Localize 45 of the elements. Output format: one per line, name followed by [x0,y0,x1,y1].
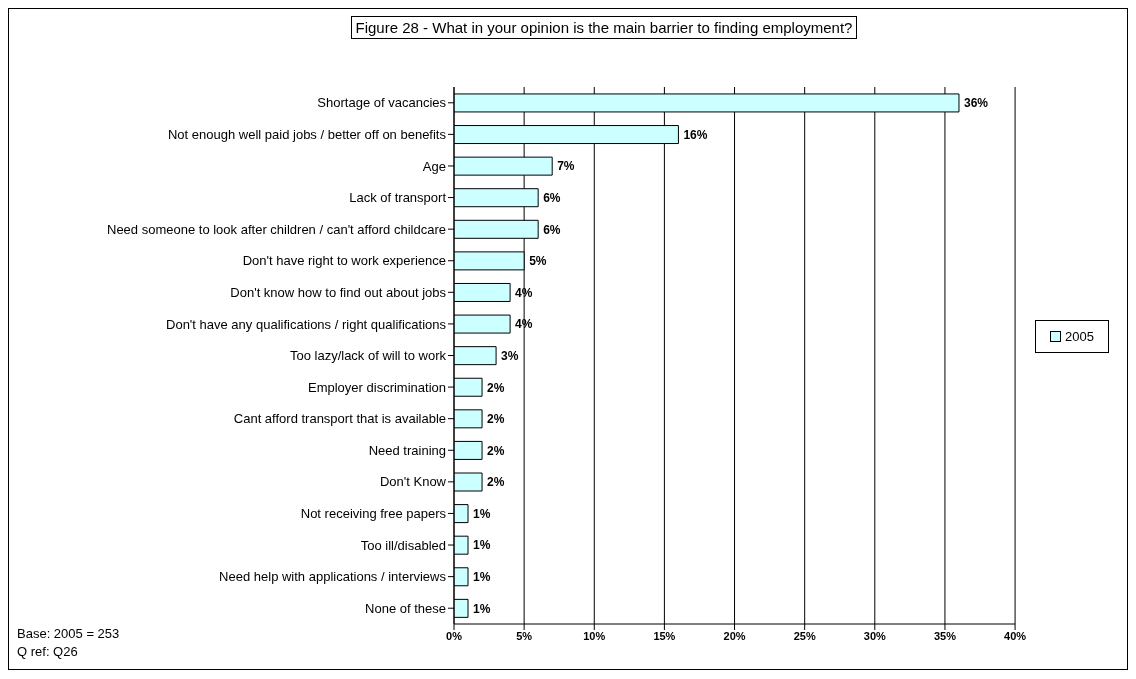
y-tick-label: Too ill/disabled [360,537,446,553]
data-label: 6% [543,190,561,205]
x-tick-label: 15% [653,629,676,642]
x-tick-label: 25% [793,629,816,642]
x-tick-label: 0% [446,629,463,642]
y-tick-label: Need someone to look after children / can't afford childcare [107,221,446,237]
y-tick-label: Don't have right to work experience [242,253,446,269]
x-tick-label: 30% [863,629,887,642]
legend-label: 2005 [1064,329,1094,344]
y-tick-label: Shortage of vacancies [317,95,447,111]
data-label: 1% [473,570,491,585]
data-label: 16% [683,127,708,142]
x-tick-label: 35% [933,629,957,642]
data-label: 6% [543,222,561,237]
chart-title: Figure 28 - What in your opinion is the main barrier to finding employment? [350,16,858,39]
data-label: 3% [501,348,519,363]
y-tick-label: Don't know how to find out about jobs [230,284,447,300]
x-tick-label: 5% [516,629,533,642]
y-tick-label: Not enough well paid jobs / better off on benefits [167,127,447,142]
y-tick-label: Not receiving free papers [300,506,447,522]
data-label: 1% [473,601,491,616]
y-tick-label: Too lazy/lack of will to work [289,348,447,364]
y-tick-label: Age [422,158,446,174]
data-label: 1% [473,538,491,553]
x-tick-label: 20% [723,629,746,642]
text: Base: 2005 = 253 [17,625,120,643]
data-label: 36% [963,96,989,111]
y-tick-label: Need training [368,442,446,458]
data-label: 1% [473,506,491,521]
y-tick-label: Don't have any qualifications / right qualifications [166,316,447,332]
y-tick-label: Lack of transport [349,190,447,206]
data-label: 5% [529,254,547,269]
y-tick-label: Cant afford transport that is available [233,411,446,427]
x-tick-label: 40% [1004,629,1027,642]
data-label: 2% [487,412,505,427]
data-label: 7% [557,159,575,174]
x-tick-label: 10% [583,629,606,642]
y-tick-label: Employer discrimination [308,379,446,395]
data-label: 2% [487,443,505,458]
text: Q ref: Q26 [17,643,79,661]
data-label: 2% [487,380,505,395]
y-tick-label: Need help with applications / interviews [219,569,447,585]
y-tick-label: Don't Know [379,474,447,490]
y-tick-label: None of these [365,600,446,616]
data-label: 2% [487,475,505,490]
